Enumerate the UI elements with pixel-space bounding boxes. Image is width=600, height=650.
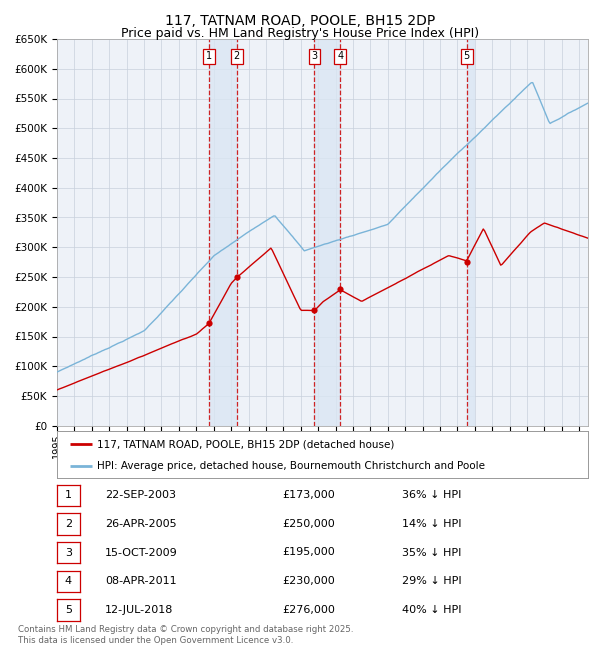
Text: 35% ↓ HPI: 35% ↓ HPI (402, 547, 461, 558)
Text: 4: 4 (337, 51, 343, 61)
Text: 40% ↓ HPI: 40% ↓ HPI (402, 604, 461, 615)
Bar (209, 39, 236, 426)
Text: 08-APR-2011: 08-APR-2011 (105, 576, 176, 586)
Text: Price paid vs. HM Land Registry's House Price Index (HPI): Price paid vs. HM Land Registry's House … (121, 27, 479, 40)
Text: £173,000: £173,000 (282, 490, 335, 501)
Text: 36% ↓ HPI: 36% ↓ HPI (402, 490, 461, 501)
Text: 3: 3 (311, 51, 317, 61)
Text: 117, TATNAM ROAD, POOLE, BH15 2DP: 117, TATNAM ROAD, POOLE, BH15 2DP (165, 14, 435, 29)
Text: 26-APR-2005: 26-APR-2005 (105, 519, 176, 529)
Text: 5: 5 (65, 605, 72, 615)
Text: £250,000: £250,000 (282, 519, 335, 529)
Text: 15-OCT-2009: 15-OCT-2009 (105, 547, 178, 558)
Text: £195,000: £195,000 (282, 547, 335, 558)
Text: 3: 3 (65, 548, 72, 558)
Text: 4: 4 (65, 577, 72, 586)
Text: Contains HM Land Registry data © Crown copyright and database right 2025.
This d: Contains HM Land Registry data © Crown c… (18, 625, 353, 645)
Text: HPI: Average price, detached house, Bournemouth Christchurch and Poole: HPI: Average price, detached house, Bour… (97, 461, 485, 471)
Text: 2: 2 (65, 519, 72, 529)
Text: £230,000: £230,000 (282, 576, 335, 586)
Text: 29% ↓ HPI: 29% ↓ HPI (402, 576, 461, 586)
Text: 117, TATNAM ROAD, POOLE, BH15 2DP (detached house): 117, TATNAM ROAD, POOLE, BH15 2DP (detac… (97, 439, 394, 449)
Text: 1: 1 (65, 491, 72, 500)
Text: 12-JUL-2018: 12-JUL-2018 (105, 604, 173, 615)
Bar (314, 39, 340, 426)
Text: 14% ↓ HPI: 14% ↓ HPI (402, 519, 461, 529)
Text: £276,000: £276,000 (282, 604, 335, 615)
Text: 22-SEP-2003: 22-SEP-2003 (105, 490, 176, 501)
Text: 2: 2 (233, 51, 240, 61)
Bar (467, 39, 473, 426)
Text: 1: 1 (206, 51, 212, 61)
Text: 5: 5 (464, 51, 470, 61)
